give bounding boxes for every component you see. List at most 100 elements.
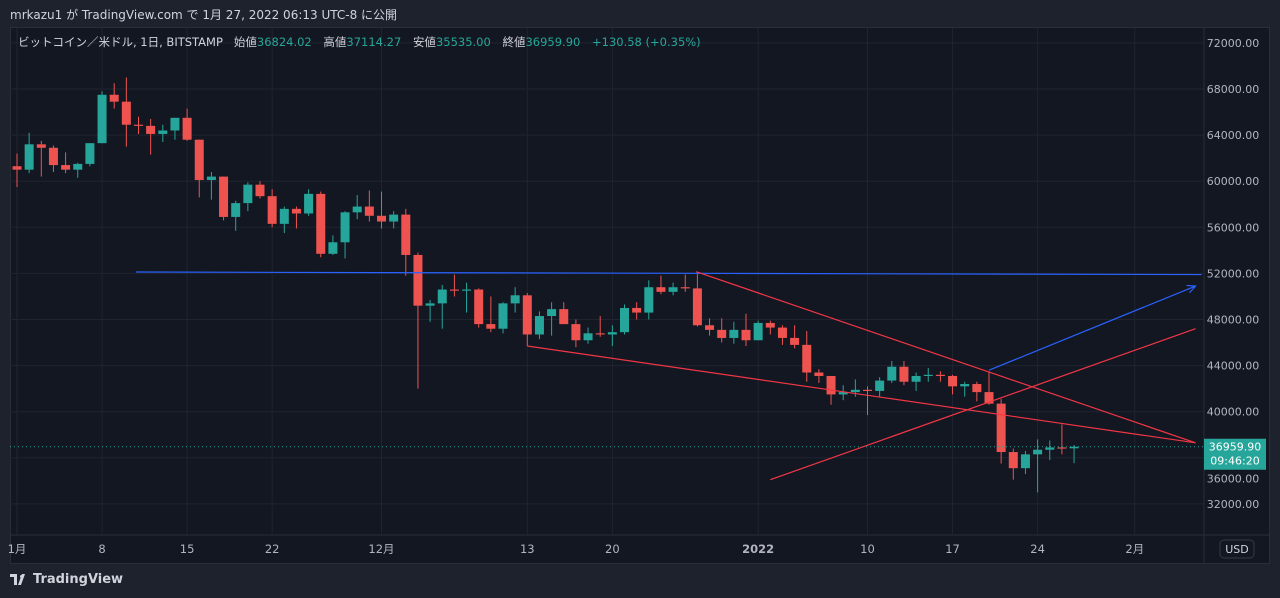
candle-body: [97, 94, 107, 144]
candle-body: [170, 117, 180, 131]
y-tick-label: 40000.00: [1207, 406, 1260, 419]
candle-body: [632, 307, 642, 313]
candle-body: [1045, 447, 1055, 450]
candle-body: [474, 289, 484, 325]
candle-body: [984, 392, 994, 404]
candle-body: [692, 288, 702, 326]
candle-body: [753, 322, 763, 341]
trend-line: [695, 271, 1196, 444]
candle-body: [231, 203, 241, 217]
y-tick-label: 32000.00: [1207, 498, 1260, 511]
candle-body: [291, 208, 301, 214]
candle-body: [389, 214, 399, 222]
candle-body: [498, 303, 508, 329]
high-value: 37114.27: [346, 35, 402, 49]
y-tick-label: 48000.00: [1207, 314, 1260, 327]
x-tick-label: 20: [605, 542, 620, 556]
candle-body: [109, 94, 119, 102]
close-label: 終値: [502, 35, 526, 49]
chart-frame[interactable]: [10, 27, 1270, 564]
x-tick-label: 24: [1030, 542, 1045, 556]
candle-body: [61, 165, 71, 170]
candle-body: [219, 176, 229, 217]
candle-body: [1020, 454, 1030, 469]
x-tick-label: 22: [265, 542, 280, 556]
countdown-label: 09:46:20: [1210, 455, 1259, 468]
candle-body: [279, 208, 289, 224]
low-label: 安値: [412, 35, 436, 49]
candle-body: [48, 147, 58, 166]
x-tick-label: 13: [520, 542, 535, 556]
close-value: 36959.90: [525, 35, 581, 49]
candle-body: [765, 322, 775, 328]
candle-body: [243, 184, 253, 204]
candle-body: [826, 375, 836, 395]
trend-line: [527, 345, 1196, 444]
candle-body: [996, 403, 1006, 453]
x-tick-label: 2022: [742, 542, 774, 556]
candle-body: [911, 375, 921, 382]
candle-body: [838, 392, 848, 395]
candle-body: [850, 389, 860, 393]
candle-body: [1008, 452, 1018, 469]
candle-body: [146, 125, 156, 134]
y-tick-label: 72000.00: [1207, 37, 1260, 50]
candle-body: [206, 176, 216, 181]
y-tick-label: 60000.00: [1207, 175, 1260, 188]
candle-body: [547, 309, 557, 317]
candle-body: [935, 374, 945, 376]
candle-body: [462, 289, 472, 291]
candle-body: [729, 329, 739, 338]
candle-body: [583, 333, 593, 341]
candle-body: [510, 295, 520, 304]
y-tick-label: 68000.00: [1207, 83, 1260, 96]
y-tick-label: 64000.00: [1207, 129, 1260, 142]
candle-body: [255, 184, 265, 197]
trend-line: [136, 271, 1202, 276]
trend-arrow: [988, 285, 1196, 371]
candle-body: [437, 289, 447, 304]
candle-body: [899, 366, 909, 382]
candle-body: [36, 144, 46, 148]
currency-label[interactable]: USD: [1225, 543, 1249, 556]
tradingview-logo-icon: [10, 573, 25, 585]
candle-body: [73, 163, 83, 170]
candle-body: [267, 196, 277, 224]
y-tick-label: 52000.00: [1207, 267, 1260, 280]
candle-body: [656, 287, 666, 292]
candle-body: [571, 324, 581, 341]
candle-body: [802, 344, 812, 373]
x-tick-label: 8: [98, 542, 105, 556]
candle-body: [534, 316, 544, 335]
candle-body: [1069, 446, 1079, 449]
candle-body: [401, 214, 411, 255]
symbol-label[interactable]: ビットコイン／米ドル, 1日, BITSTAMP: [18, 35, 223, 49]
candle-body: [425, 303, 435, 306]
candle-body: [364, 206, 374, 216]
candle-body: [948, 375, 958, 387]
candle-body: [449, 289, 459, 291]
trend-line: [770, 328, 1196, 481]
y-tick-label: 36000.00: [1207, 473, 1260, 486]
publish-info: mrkazu1 が TradingView.com で 1月 27, 2022 …: [10, 8, 398, 22]
candle-body: [668, 287, 678, 292]
candle-body: [960, 384, 970, 387]
candle-body: [522, 295, 532, 335]
candle-body: [12, 166, 22, 170]
high-label: 高値: [323, 35, 347, 49]
candle-body: [1033, 449, 1043, 455]
candle-body: [1057, 447, 1067, 449]
x-tick-label: 1月: [8, 542, 27, 556]
candle-body: [304, 193, 314, 214]
candle-body: [620, 307, 629, 333]
candle-body: [486, 324, 496, 329]
ohlc-legend: ビットコイン／米ドル, 1日, BITSTAMP 始値36824.02 高値37…: [18, 34, 709, 50]
brand-name[interactable]: TradingView: [33, 572, 124, 587]
candle-body: [790, 337, 800, 345]
candle-body: [863, 389, 872, 391]
y-tick-label: 44000.00: [1207, 360, 1260, 373]
candle-body: [121, 101, 131, 125]
candle-body: [777, 327, 787, 338]
candle-body: [352, 206, 362, 213]
